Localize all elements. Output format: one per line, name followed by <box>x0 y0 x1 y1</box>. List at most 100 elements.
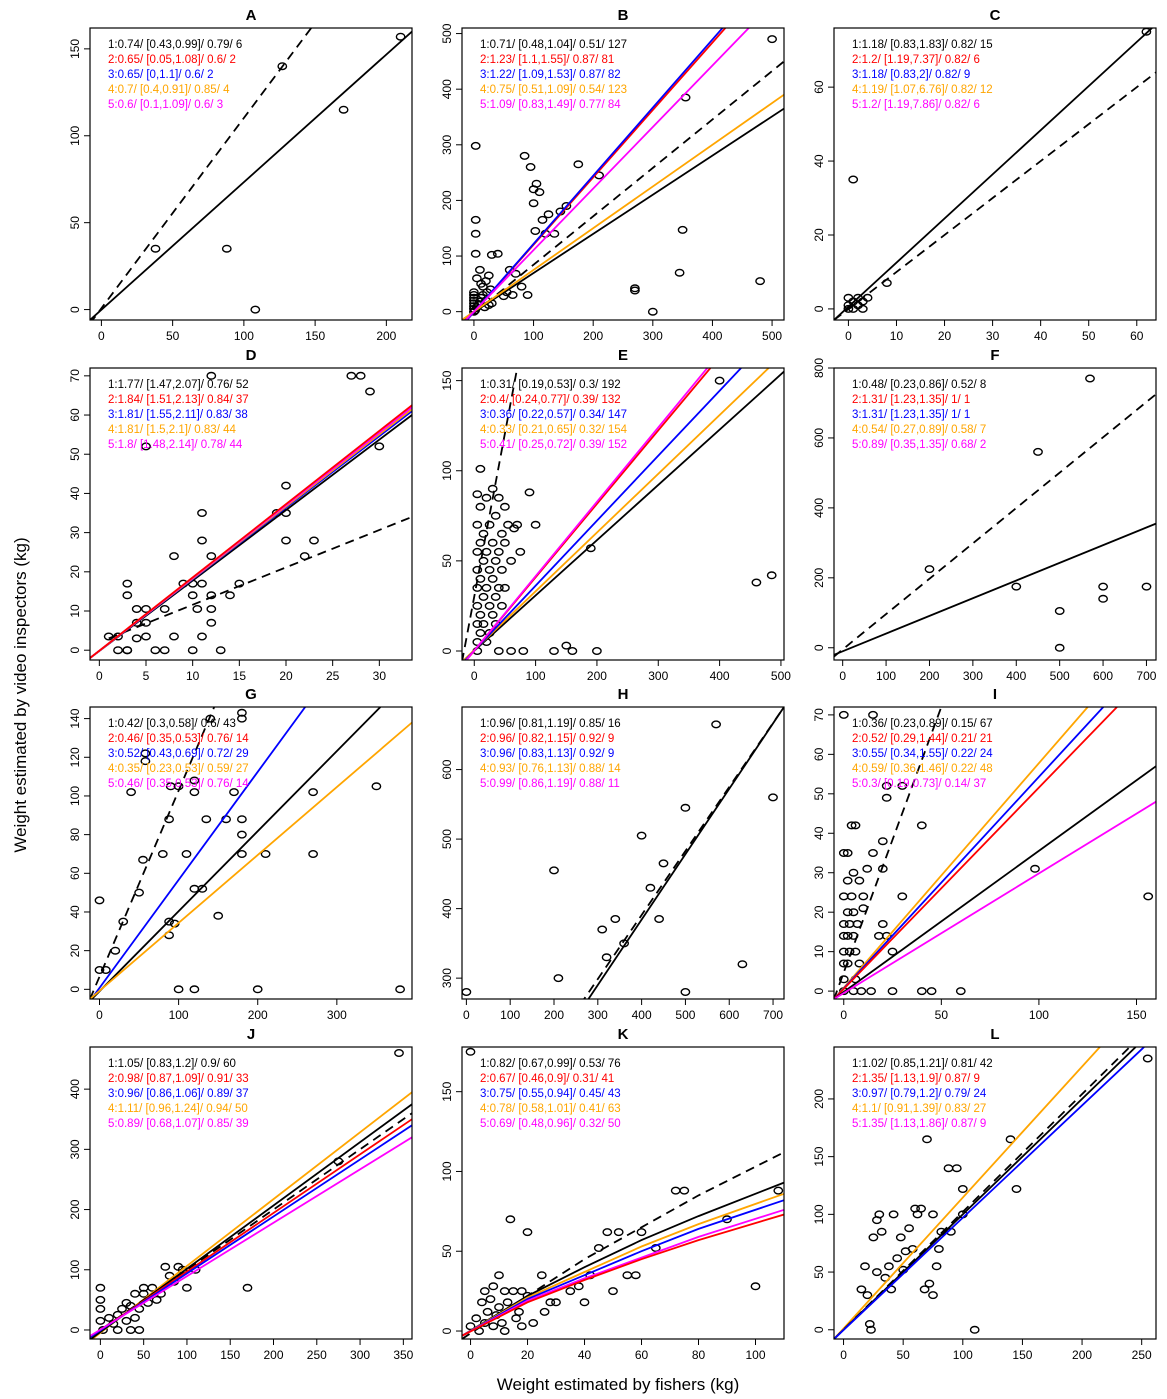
data-point <box>470 229 481 238</box>
data-point <box>842 876 853 885</box>
data-point <box>104 1313 114 1322</box>
data-point <box>474 265 485 274</box>
y-tick-label: 100 <box>440 246 454 266</box>
data-point <box>503 520 513 529</box>
annotation-1: 1:0.74/ [0.43,0.99]/ 0.79/ 6 <box>108 39 242 51</box>
data-point <box>895 1233 906 1242</box>
y-tick-label: 20 <box>68 565 82 579</box>
x-tick-label: 30 <box>986 329 1000 343</box>
data-point <box>338 105 349 114</box>
data-point <box>838 931 849 940</box>
y-tick-label: 100 <box>440 1161 454 1181</box>
y-tick-label: 10 <box>68 604 82 618</box>
x-tick-label: 0 <box>845 329 852 343</box>
data-point <box>187 591 198 600</box>
data-point <box>579 1298 590 1307</box>
data-point <box>868 849 878 858</box>
plot-area <box>834 707 1156 999</box>
panel-title: L <box>990 1026 999 1043</box>
data-point <box>856 987 867 996</box>
fit-line-1 <box>90 30 412 320</box>
annotation-1: 1:1.05/ [0.83,1.2]/ 0.9/ 60 <box>108 1058 236 1070</box>
data-point <box>525 162 536 171</box>
data-point <box>916 821 927 830</box>
y-tick-label: 100 <box>68 125 82 145</box>
x-tick-label: 50 <box>1082 329 1096 343</box>
annotation-3: 3:0.96/ [0.83,1.13]/ 0.92/ 9 <box>480 748 614 760</box>
data-point <box>773 1186 784 1195</box>
data-point <box>493 493 504 502</box>
fit-line-1 <box>462 1181 784 1337</box>
data-point <box>1098 594 1109 603</box>
data-point <box>472 620 483 629</box>
x-tick-label: 40 <box>1034 329 1048 343</box>
data-point <box>121 1316 132 1325</box>
y-tick-label: 0 <box>68 306 82 313</box>
plot-area <box>462 28 784 320</box>
x-tick-label: 100 <box>876 669 896 683</box>
data-point <box>487 484 498 493</box>
y-tick-label: 40 <box>68 486 82 500</box>
y-tick-label: 800 <box>812 358 826 378</box>
plot-frame <box>461 367 785 661</box>
annotation-5: 5:0.89/ [0.35,1.35]/ 0.68/ 2 <box>852 439 986 451</box>
data-point <box>887 987 898 996</box>
data-point <box>462 988 472 996</box>
data-point <box>113 646 123 655</box>
data-point <box>679 1186 690 1195</box>
plot-area <box>90 371 412 659</box>
data-point <box>346 371 357 380</box>
data-point <box>551 1298 561 1307</box>
data-point <box>531 179 542 188</box>
fit-line-1 <box>834 522 1156 656</box>
x-tick-label: 100 <box>1029 1008 1049 1022</box>
data-point <box>496 1318 507 1327</box>
data-point <box>472 547 483 556</box>
data-point <box>478 620 489 629</box>
annotation-3: 3:1.81/ [1.55,2.11]/ 0.83/ 38 <box>108 409 248 421</box>
y-tick-label: 0 <box>440 1327 454 1334</box>
x-tick-label: 100 <box>169 1008 189 1022</box>
plot-frame <box>461 1046 785 1340</box>
y-tick-label: 0 <box>812 1326 826 1333</box>
annotation-2: 2:1.31/ [1.23,1.35]/ 1/ 1 <box>852 394 970 406</box>
data-point <box>674 268 685 277</box>
x-tick-label: 300 <box>643 329 663 343</box>
x-tick-label: 0 <box>840 1008 847 1022</box>
data-point <box>543 210 554 219</box>
data-point <box>472 601 483 610</box>
annotation-1: 1:1.77/ [1.47,2.07]/ 0.76/ 52 <box>108 379 249 391</box>
data-point <box>131 618 142 627</box>
annotation-2: 2:1.84/ [1.51,2.13]/ 0.84/ 37 <box>108 394 249 406</box>
data-point <box>957 1184 968 1193</box>
data-point <box>395 32 406 41</box>
y-tick-label: 150 <box>440 370 454 390</box>
y-tick-label: 300 <box>440 134 454 154</box>
data-point <box>229 788 239 797</box>
data-point <box>528 1318 539 1327</box>
data-point <box>169 552 179 561</box>
data-point <box>846 892 857 901</box>
x-tick-label: 400 <box>710 669 730 683</box>
data-point <box>561 201 572 210</box>
data-point <box>512 520 523 529</box>
data-point <box>608 1287 618 1296</box>
data-point <box>597 925 608 934</box>
data-point <box>465 1047 476 1056</box>
data-point <box>518 647 529 656</box>
x-tick-label: 0 <box>840 1348 847 1362</box>
data-point <box>236 830 247 839</box>
data-point <box>134 888 145 897</box>
data-point <box>483 271 494 280</box>
data-point <box>281 536 291 545</box>
y-tick-label: 70 <box>812 708 826 722</box>
y-tick-label: 0 <box>812 644 826 651</box>
data-point <box>530 520 541 529</box>
data-point <box>919 1285 930 1294</box>
plot-frame <box>461 27 785 321</box>
data-point <box>487 610 498 619</box>
data-point <box>677 225 688 234</box>
annotation-5: 5:1.2/ [1.19,7.86]/ 0.82/ 6 <box>852 99 980 111</box>
data-point <box>862 864 873 873</box>
panel-E: E 1:0.31/ [0.19,0.53]/ 0.3/ 192 2:0.4/ [0.… <box>440 347 791 683</box>
